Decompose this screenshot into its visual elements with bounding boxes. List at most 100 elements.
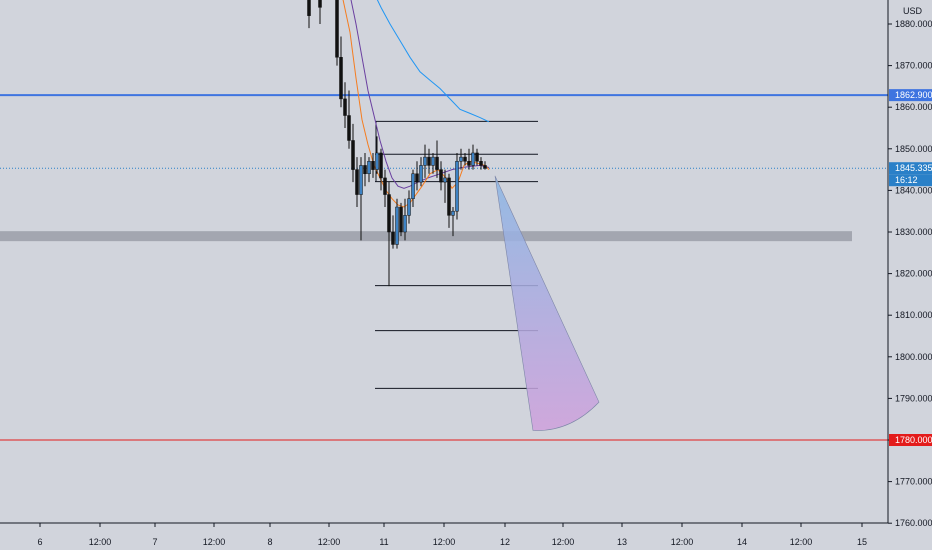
candle-9 (363, 152, 367, 187)
x-tick-label-0: 6 (37, 537, 42, 547)
candle-23 (419, 157, 423, 187)
candle-body (427, 156, 431, 166)
candle-body (459, 156, 463, 162)
candle-0 (307, 0, 311, 29)
y-tick-label-7: 1810.000 (895, 310, 932, 320)
y-tick-label-2: 1860.000 (895, 102, 932, 112)
candle-body (391, 231, 395, 245)
x-tick-label-2: 7 (152, 537, 157, 547)
x-tick-label-9: 12:00 (552, 537, 575, 547)
currency-label: USD (903, 6, 923, 16)
candle-body (318, 0, 322, 8)
candle-body (307, 0, 311, 16)
candle-12 (375, 136, 379, 174)
x-tick-label-8: 12 (500, 537, 510, 547)
x-tick-label-5: 12:00 (318, 537, 341, 547)
x-tick-label-12: 14 (737, 537, 747, 547)
candle-32 (455, 152, 459, 220)
x-tick-label-11: 12:00 (671, 537, 694, 547)
moving-average-ma_mid (350, 0, 490, 189)
candle-16 (391, 215, 395, 249)
candle-14 (383, 169, 387, 208)
candle-body (435, 156, 439, 170)
candle-body (479, 161, 483, 166)
support-zone-layer (0, 231, 852, 242)
candle-body (439, 169, 443, 183)
y-tick-label-9: 1790.000 (895, 393, 932, 403)
x-tick-label-4: 8 (267, 537, 272, 547)
candle-37 (475, 148, 479, 166)
resistance-price-tag: 1862.900 (895, 90, 932, 100)
candle-31 (451, 207, 455, 237)
candle-body (395, 206, 399, 245)
candle-body (475, 152, 479, 162)
candle-39 (483, 161, 487, 170)
y-tick-label-8: 1800.000 (895, 352, 932, 362)
candle-20 (407, 190, 411, 224)
candle-body (463, 156, 467, 162)
x-tick-label-3: 12:00 (203, 537, 226, 547)
support-zone (0, 231, 852, 242)
y-tick-label-3: 1850.000 (895, 144, 932, 154)
candle-body (367, 161, 371, 175)
candle-body (343, 98, 347, 116)
candle-body (447, 177, 451, 216)
y-tick-label-5: 1830.000 (895, 227, 932, 237)
candle-29 (443, 169, 447, 203)
candle-28 (439, 161, 443, 191)
candle-1 (318, 0, 322, 24)
x-tick-label-14: 15 (857, 537, 867, 547)
candle-body (351, 140, 355, 170)
candle-26 (431, 152, 435, 174)
candle-body (403, 215, 407, 233)
candle-33 (459, 148, 463, 170)
current-price-tag: 1845.335 (895, 163, 932, 173)
price-tags-layer: 1862.900 1845.335 16:12 1780.000 (889, 89, 932, 446)
candle-body (419, 165, 423, 183)
candle-body (451, 210, 455, 216)
candle-15 (387, 186, 391, 287)
candle-body (339, 57, 343, 100)
y-tick-label-0: 1880.000 (895, 19, 932, 29)
candle-17 (395, 198, 399, 249)
candle-7 (355, 157, 359, 208)
current-price-tag-bg (889, 162, 932, 175)
candle-4 (343, 82, 347, 128)
target-price-tag: 1780.000 (895, 435, 932, 445)
y-tick-label-6: 1820.000 (895, 269, 932, 279)
projection-layer (494, 175, 600, 431)
y-tick-label-11: 1770.000 (895, 477, 932, 487)
candle-body (483, 165, 487, 169)
candle-body (443, 177, 447, 183)
candle-body (375, 152, 379, 170)
candle-body (383, 177, 387, 195)
x-tick-label-1: 12:00 (89, 537, 112, 547)
candle-22 (415, 161, 419, 191)
x-tick-label-7: 12:00 (433, 537, 456, 547)
candle-25 (427, 148, 431, 174)
x-tick-label-10: 13 (617, 537, 627, 547)
candle-body (355, 169, 359, 195)
candle-body (471, 152, 475, 166)
candle-body (407, 198, 411, 216)
candle-35 (467, 148, 471, 170)
horizontal-levels-layer (0, 94, 888, 441)
candle-body (423, 156, 427, 166)
candle-21 (411, 169, 415, 208)
countdown-tag-bg (889, 174, 932, 187)
candle-30 (447, 173, 451, 228)
candle-11 (371, 152, 375, 178)
candle-6 (351, 123, 355, 183)
candle-body (411, 173, 415, 199)
resistance-price-tag-bg (889, 89, 932, 102)
candle-38 (479, 157, 483, 170)
target-price-tag-bg (889, 434, 932, 446)
x-tick-label-6: 11 (379, 537, 388, 547)
candle-body (399, 206, 403, 233)
candle-5 (347, 90, 351, 149)
candle-body (455, 161, 459, 212)
candle-27 (435, 140, 439, 178)
y-tick-label-12: 1760.000 (895, 518, 932, 528)
